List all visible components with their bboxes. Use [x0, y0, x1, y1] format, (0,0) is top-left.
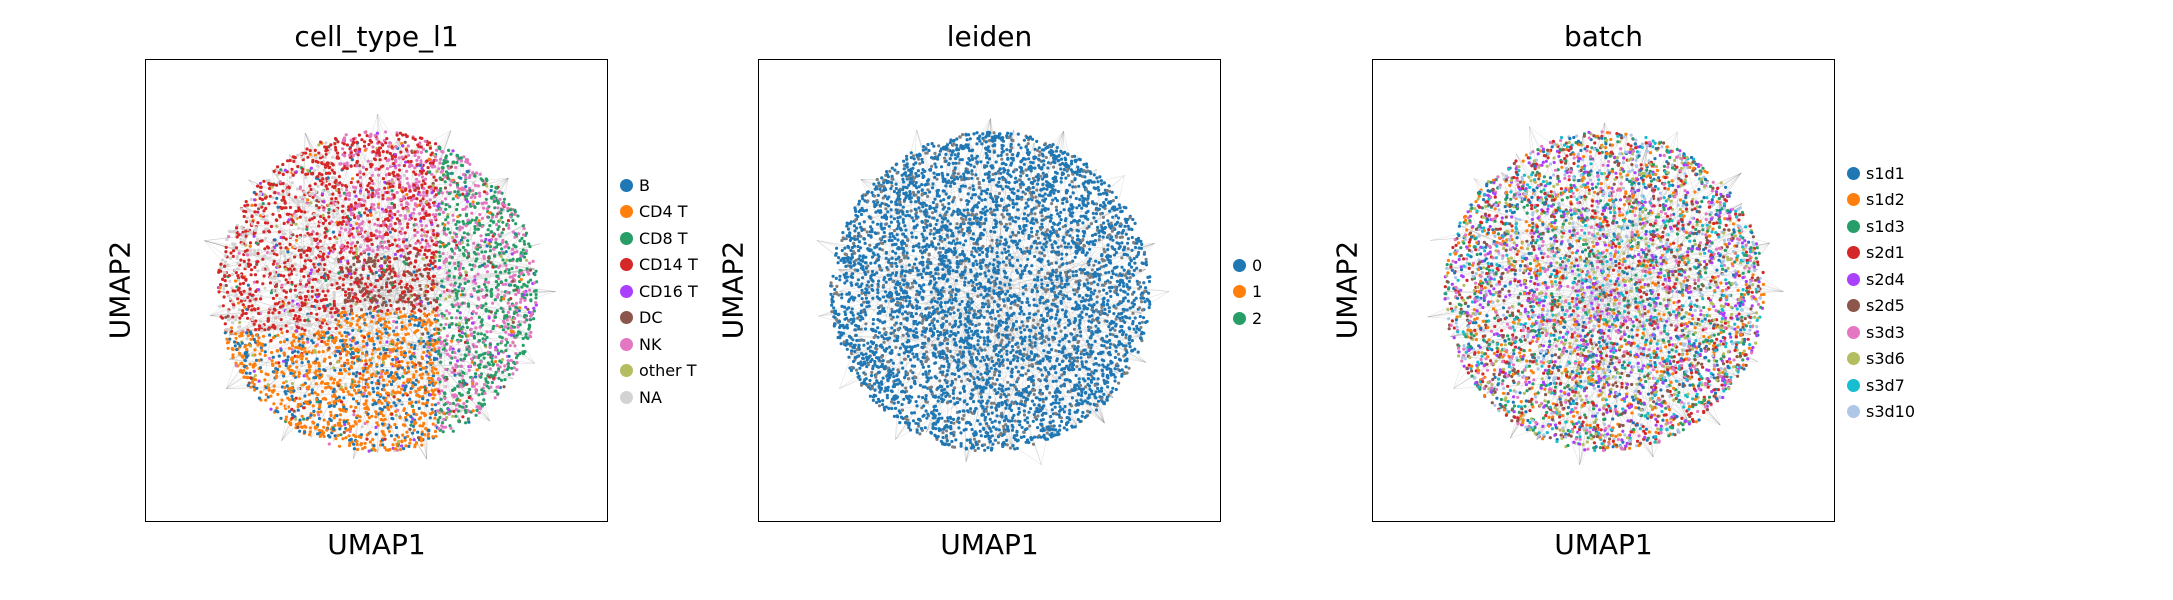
legend-marker — [1847, 405, 1860, 419]
legend-item: s3d6 — [1847, 346, 1915, 373]
legend-item: s1d2 — [1847, 187, 1915, 214]
legend-label: s2d4 — [1866, 269, 1905, 289]
legend-item: CD4 T — [620, 199, 698, 226]
points — [829, 130, 1152, 453]
legend-marker — [1847, 246, 1860, 260]
legend-marker — [1233, 258, 1246, 272]
legend-marker — [620, 178, 633, 192]
x-axis-label: UMAP1 — [1554, 528, 1653, 561]
legend-marker — [620, 284, 633, 298]
legend-label: s1d1 — [1866, 163, 1905, 183]
legend-label: s1d2 — [1866, 190, 1905, 210]
legend: 0 1 2 — [1233, 252, 1262, 332]
points — [216, 130, 539, 453]
y-axis-label: UMAP2 — [1330, 240, 1364, 340]
plot-area — [758, 59, 1221, 522]
legend-marker — [620, 337, 633, 351]
legend-label: s3d3 — [1866, 322, 1905, 342]
legend-marker — [620, 231, 633, 245]
legend-item: 2 — [1233, 305, 1262, 332]
chart-title: batch — [1563, 20, 1644, 53]
legend-marker — [1847, 352, 1860, 366]
legend-label: s1d3 — [1866, 216, 1905, 236]
scatter-plot — [1427, 122, 1784, 465]
legend-marker — [1847, 299, 1860, 313]
legend-item: s3d7 — [1847, 372, 1915, 399]
legend-label: s3d7 — [1866, 375, 1905, 395]
legend-marker — [1847, 272, 1860, 286]
panel-cell-type: cell_type_l1 UMAP2 UMAP1 B CD4 T CD8 T CD14… — [0, 0, 700, 600]
legend-item: other T — [620, 358, 698, 385]
legend-item: DC — [620, 305, 698, 332]
legend-label: B — [639, 175, 650, 195]
legend-item: s2d1 — [1847, 240, 1915, 267]
legend-label: CD14 T — [639, 255, 698, 275]
legend-label: CD8 T — [639, 228, 688, 248]
plot-area — [145, 59, 608, 522]
legend-item: s3d3 — [1847, 319, 1915, 346]
legend-label: 2 — [1252, 308, 1263, 328]
legend-label: NA — [639, 387, 662, 407]
x-axis-label: UMAP1 — [327, 528, 426, 561]
legend: s1d1 s1d2 s1d3 s2d1 s2d4 s2d5 s3d3 s3d6 s3d7 s3d1… — [1847, 160, 1915, 425]
x-axis-label: UMAP1 — [940, 528, 1039, 561]
plot-area — [1372, 59, 1835, 522]
legend-item: CD8 T — [620, 225, 698, 252]
legend-marker — [1847, 325, 1860, 339]
panel-batch: batch UMAP2 UMAP1 s1d1 s1d2 s1d3 s2d1 s2d4 s2… — [1227, 0, 1927, 600]
legend-item: CD16 T — [620, 278, 698, 305]
legend-label: CD4 T — [639, 202, 688, 222]
legend: B CD4 T CD8 T CD14 T CD16 T DC NK other T NA — [620, 172, 698, 411]
legend-marker — [620, 390, 633, 404]
legend-item: s1d3 — [1847, 213, 1915, 240]
legend-marker — [1847, 193, 1860, 207]
chart-title: cell_type_l1 — [294, 20, 459, 53]
legend-item: s2d5 — [1847, 293, 1915, 320]
scatter-plot — [204, 114, 556, 460]
legend-marker — [620, 258, 633, 272]
legend-marker — [1233, 311, 1246, 325]
legend-marker — [1847, 378, 1860, 392]
legend-label: s3d10 — [1866, 402, 1916, 422]
legend-item: 0 — [1233, 252, 1262, 279]
legend-label: CD16 T — [639, 281, 698, 301]
y-axis-label: UMAP2 — [103, 240, 137, 340]
legend-marker — [620, 311, 633, 325]
legend-label: other T — [639, 361, 697, 381]
legend-item: CD14 T — [620, 252, 698, 279]
legend-marker — [1847, 166, 1860, 180]
legend-item: NA — [620, 384, 698, 411]
legend-label: 0 — [1252, 255, 1263, 275]
legend-marker — [1233, 285, 1246, 299]
panel-leiden: leiden UMAP2 UMAP1 0 1 2 — [613, 0, 1313, 600]
points — [1443, 130, 1766, 453]
legend-label: s2d1 — [1866, 243, 1905, 263]
legend-label: s3d6 — [1866, 349, 1905, 369]
legend-marker — [1847, 219, 1860, 233]
legend-item: 1 — [1233, 279, 1262, 306]
scatter-plot — [816, 118, 1170, 465]
chart-title: leiden — [946, 20, 1033, 53]
legend-label: 1 — [1252, 282, 1263, 302]
legend-item: s2d4 — [1847, 266, 1915, 293]
legend-label: NK — [639, 334, 662, 354]
legend-item: s3d10 — [1847, 399, 1915, 426]
legend-marker — [620, 364, 633, 378]
legend-item: s1d1 — [1847, 160, 1915, 187]
legend-label: DC — [639, 308, 663, 328]
legend-marker — [620, 205, 633, 219]
legend-item: NK — [620, 331, 698, 358]
y-axis-label: UMAP2 — [716, 240, 750, 340]
legend-item: B — [620, 172, 698, 199]
legend-label: s2d5 — [1866, 296, 1905, 316]
